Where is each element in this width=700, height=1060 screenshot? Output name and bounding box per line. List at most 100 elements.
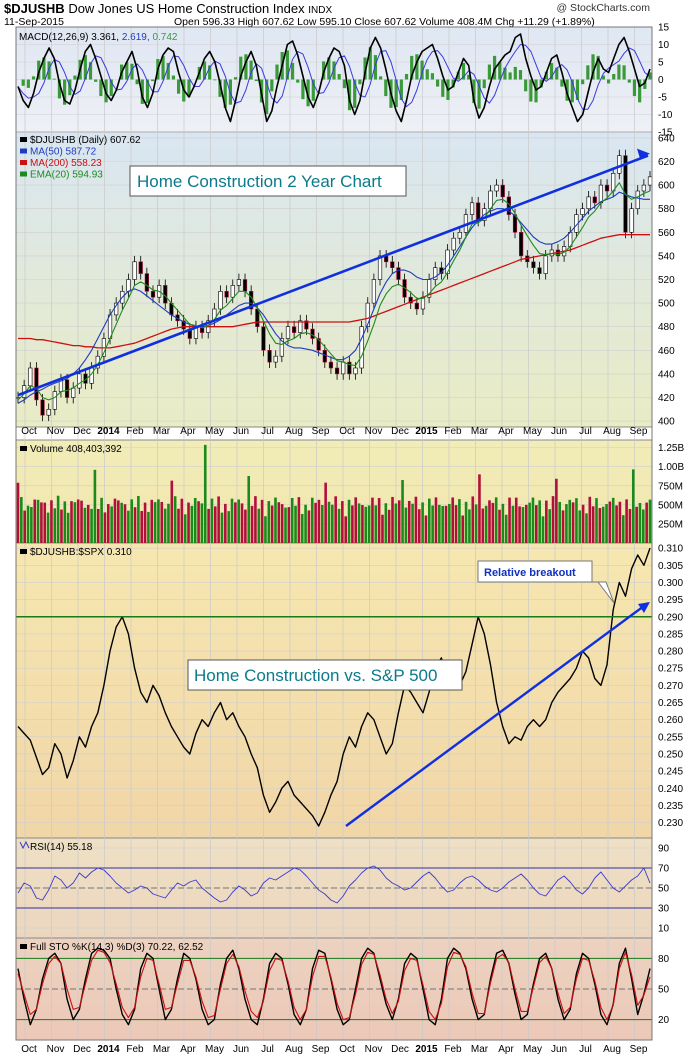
price-candle [580, 208, 585, 215]
macd-histogram-bar [404, 73, 409, 80]
y-tick-label: 20 [658, 1015, 670, 1026]
volume-bar [561, 510, 565, 543]
volume-bar [471, 496, 475, 543]
volume-bar [397, 500, 401, 543]
volume-bar [240, 503, 244, 543]
rsi-title: RSI(14) 55.18 [30, 842, 93, 853]
volume-bar [167, 503, 170, 543]
volume-bar [645, 502, 648, 543]
macd-histogram-bar [482, 79, 486, 89]
macd-histogram-bar [233, 77, 238, 80]
price-candle [408, 296, 413, 304]
price-candle [328, 361, 334, 369]
volume-bar [227, 511, 230, 543]
volume-bar [411, 503, 414, 543]
volume-bar [220, 512, 224, 543]
volume-bar [331, 504, 334, 543]
volume-bar [207, 508, 210, 543]
volume-bar [193, 497, 197, 543]
price-candle [230, 285, 235, 298]
volume-bar [177, 508, 180, 543]
volume-bar [203, 444, 207, 543]
volume-bar [407, 500, 411, 543]
volume-bar [137, 495, 140, 543]
y-tick-label: -5 [658, 93, 667, 104]
y-tick-label: 0.255 [658, 732, 683, 743]
month-label: Jun [233, 426, 249, 437]
volume-bar [361, 504, 364, 543]
volume-bar [444, 505, 448, 543]
volume-bar [551, 496, 555, 543]
price-candle [126, 279, 131, 292]
volume-bar [578, 510, 582, 543]
volume-bar [424, 515, 428, 543]
price-candle [341, 361, 346, 375]
macd-histogram-bar [441, 79, 445, 97]
price-title-swatch [20, 137, 27, 142]
price-candle [242, 279, 248, 292]
volume-bar [163, 508, 167, 543]
volume-bar [474, 504, 478, 543]
y-tick-label: 500M [658, 500, 683, 511]
volume-bar [414, 496, 418, 543]
macd-histogram-bar [539, 79, 543, 88]
macd-histogram-bar [638, 79, 642, 103]
volume-bar [528, 502, 531, 543]
price-candle [298, 320, 303, 333]
macd-label: MACD(12,26,9) 3.361, 2.619, 0.742 [19, 32, 178, 43]
macd-signal-line [17, 44, 651, 110]
volume-bar [631, 469, 635, 543]
macd-histogram-bar [140, 79, 144, 104]
y-tick-label: 0.260 [658, 715, 683, 726]
volume-bar [287, 507, 291, 543]
volume-bar [300, 513, 304, 543]
macd-histogram-bar [373, 55, 378, 80]
symbol: $DJUSHB [4, 1, 65, 16]
macd-histogram-bar [52, 78, 56, 80]
macd-histogram-bar [161, 55, 165, 80]
month-label: Oct [339, 426, 355, 437]
volume-bar [26, 505, 30, 543]
macd-histogram-bar [218, 79, 222, 97]
month-label: May [523, 426, 542, 437]
macd-histogram-bar [358, 79, 362, 85]
volume-bar [310, 497, 314, 543]
macd-histogram-bar [265, 79, 269, 115]
volume-bar [277, 502, 281, 543]
month-label: Jul [579, 426, 592, 437]
volume-bar [494, 497, 498, 543]
price-candle [476, 202, 481, 221]
y-tick-label: 0.230 [658, 818, 683, 829]
macd-hist-value: 0.742 [152, 32, 177, 43]
volume-bar [33, 499, 37, 543]
month-label: May [205, 426, 224, 437]
ma50-legend-swatch [20, 148, 27, 154]
index-name: Dow Jones US Home Construction Index [68, 1, 305, 16]
ratio-annotation-box [187, 659, 463, 691]
volume-bar [384, 503, 388, 543]
macd-histogram-bar [26, 79, 30, 88]
month-label: Nov [365, 1044, 383, 1055]
month-label: Mar [153, 426, 171, 437]
volume-bar [153, 502, 157, 543]
volume-bar [381, 514, 384, 543]
month-label: Mar [471, 426, 489, 437]
price-candle [586, 196, 591, 209]
volume-bar [117, 500, 120, 543]
month-label: Aug [285, 1044, 303, 1055]
price-candle [267, 349, 272, 363]
macd-histogram-bar [249, 60, 253, 80]
price-candle [28, 367, 33, 387]
volume-bar [484, 505, 488, 543]
volume-bar [357, 503, 361, 543]
macd-histogram-bar [544, 71, 548, 80]
volume-bar [63, 501, 67, 543]
volume-bar [290, 498, 294, 543]
volume-bar [638, 502, 642, 543]
volume-bar [280, 504, 284, 543]
y-tick-label: 50 [658, 884, 670, 895]
volume-bar [106, 504, 110, 543]
y-tick-label: 0.280 [658, 647, 683, 658]
macd-histogram-bar [327, 57, 331, 80]
